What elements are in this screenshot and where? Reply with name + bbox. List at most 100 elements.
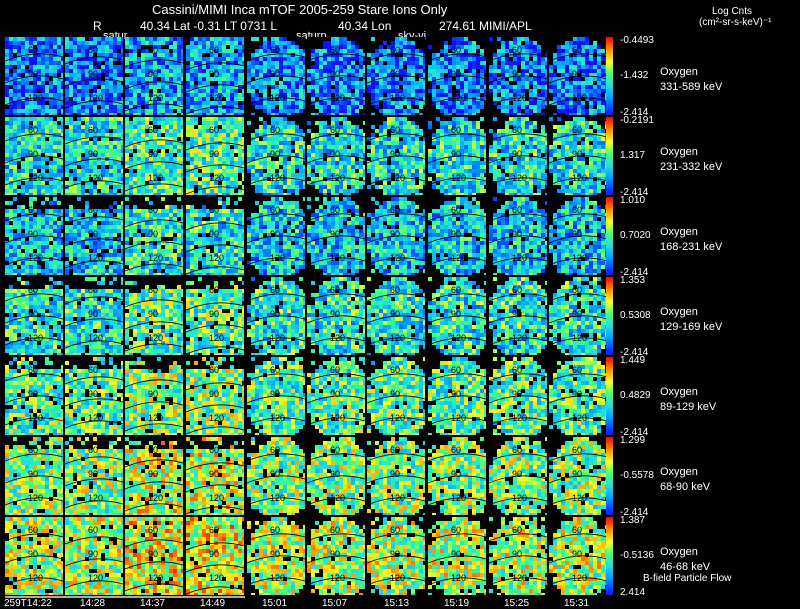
image-panel: 60 90 120 bbox=[247, 437, 305, 515]
contour-line bbox=[307, 235, 365, 244]
contour-line bbox=[247, 235, 305, 244]
contour-line bbox=[489, 53, 547, 62]
pixel-map: 60 90 120 bbox=[125, 197, 183, 275]
contour-line bbox=[186, 484, 244, 493]
contour-line bbox=[489, 577, 547, 586]
contour-line bbox=[428, 97, 486, 106]
contour-label: 90 bbox=[148, 549, 158, 559]
contour-line bbox=[247, 257, 305, 266]
contour-line bbox=[489, 75, 547, 84]
contour-label: 120 bbox=[209, 253, 224, 263]
image-panel: 60 90 120 bbox=[428, 437, 486, 515]
pixel-map: 60 90 120 bbox=[489, 117, 547, 195]
colorbar bbox=[606, 357, 613, 435]
time-label: 15:19 bbox=[444, 598, 470, 609]
contour-label: 120 bbox=[88, 173, 103, 183]
contour-line bbox=[247, 293, 305, 302]
contour-line bbox=[5, 235, 63, 244]
contour-label: 90 bbox=[148, 469, 158, 479]
image-panel: 60 90 120 bbox=[489, 357, 547, 435]
contour-line bbox=[428, 555, 486, 564]
pixel-map: 60 90 120 bbox=[186, 117, 244, 195]
pixel-map: 60 90 120 bbox=[549, 437, 607, 515]
contour-line bbox=[367, 155, 425, 164]
contour-line bbox=[186, 106, 244, 115]
contour-label: 120 bbox=[512, 333, 527, 343]
image-panel: 60 90 120 bbox=[65, 437, 123, 515]
contour-line bbox=[549, 555, 607, 564]
contour-label: 90 bbox=[512, 229, 522, 239]
contour-line bbox=[428, 257, 486, 266]
image-panel: 60 90 120 bbox=[65, 197, 123, 275]
contour-label: 60 bbox=[451, 365, 461, 375]
contour-label: 90 bbox=[88, 309, 98, 319]
contour-label: 90 bbox=[209, 469, 219, 479]
pixel-map: 60 90 120 bbox=[428, 437, 486, 515]
contour-label: 60 bbox=[512, 45, 522, 55]
contour-label: 120 bbox=[572, 573, 587, 583]
contour-line bbox=[186, 346, 244, 355]
contour-line bbox=[367, 293, 425, 302]
contour-label: 60 bbox=[28, 365, 38, 375]
species-label: Oxygen bbox=[660, 66, 698, 78]
contour-line bbox=[367, 417, 425, 426]
image-panel: 60 90 120 bbox=[307, 197, 365, 275]
contour-label: 120 bbox=[209, 93, 224, 103]
contour-label: 60 bbox=[330, 45, 340, 55]
pixel-map: 60 90 120 bbox=[65, 37, 123, 115]
pixel-map: 60 90 120 bbox=[428, 357, 486, 435]
contour-line bbox=[125, 59, 183, 68]
pixel-map: 60 90 120 bbox=[247, 37, 305, 115]
image-panel: 60 90 120 bbox=[489, 197, 547, 275]
contour-label: 60 bbox=[209, 205, 219, 215]
pixel-map: 60 90 120 bbox=[428, 117, 486, 195]
contour-label: 90 bbox=[451, 229, 461, 239]
colorbar-min: 2.414 bbox=[620, 587, 646, 598]
pixel-map: 60 90 120 bbox=[125, 37, 183, 115]
contour-line bbox=[125, 379, 183, 388]
contour-label: 90 bbox=[28, 469, 38, 479]
contour-line bbox=[307, 213, 365, 222]
pixel-map: 60 90 120 bbox=[367, 197, 425, 275]
contour-line bbox=[5, 577, 63, 586]
contour-label: 60 bbox=[390, 365, 400, 375]
contour-line bbox=[247, 337, 305, 346]
energy-range-label: 168-231 keV bbox=[660, 241, 723, 253]
contour-label: 120 bbox=[390, 493, 405, 503]
image-panel: 60 90 120 bbox=[65, 277, 123, 355]
contour-line bbox=[549, 257, 607, 266]
contour-label: 120 bbox=[148, 573, 163, 583]
contour-label: 90 bbox=[390, 69, 400, 79]
contour-line bbox=[367, 177, 425, 186]
image-panel: 60 90 120 bbox=[247, 277, 305, 355]
image-panel: 60 90 120 bbox=[5, 437, 63, 515]
image-panel: 60 90 120 bbox=[125, 437, 183, 515]
contour-line bbox=[247, 213, 305, 222]
contour-label: 90 bbox=[330, 69, 340, 79]
contour-line bbox=[5, 155, 63, 164]
colorbar-min: -2.414 bbox=[620, 267, 649, 278]
contour-line bbox=[367, 533, 425, 542]
contour-label: 90 bbox=[148, 309, 158, 319]
pixel-map: 60 90 120 bbox=[428, 517, 486, 595]
contour-line bbox=[247, 453, 305, 462]
time-label: 15:01 bbox=[262, 598, 288, 609]
contour-label: 120 bbox=[330, 173, 345, 183]
colorbar bbox=[606, 517, 613, 595]
contour-label: 60 bbox=[451, 45, 461, 55]
contour-line bbox=[307, 75, 365, 84]
contour-label: 90 bbox=[451, 69, 461, 79]
contour-line bbox=[549, 315, 607, 324]
contour-label: 120 bbox=[148, 333, 163, 343]
contour-line bbox=[307, 555, 365, 564]
contour-line bbox=[428, 75, 486, 84]
contour-line bbox=[65, 180, 123, 189]
pixel-map: 60 90 120 bbox=[367, 517, 425, 595]
contour-line bbox=[186, 84, 244, 93]
contour-label: 120 bbox=[390, 333, 405, 343]
contour-label: 90 bbox=[88, 389, 98, 399]
contour-line bbox=[247, 395, 305, 404]
colorbar-mid: -1.432 bbox=[620, 70, 649, 81]
pixel-map: 60 90 120 bbox=[5, 517, 63, 595]
contour-line bbox=[549, 417, 607, 426]
